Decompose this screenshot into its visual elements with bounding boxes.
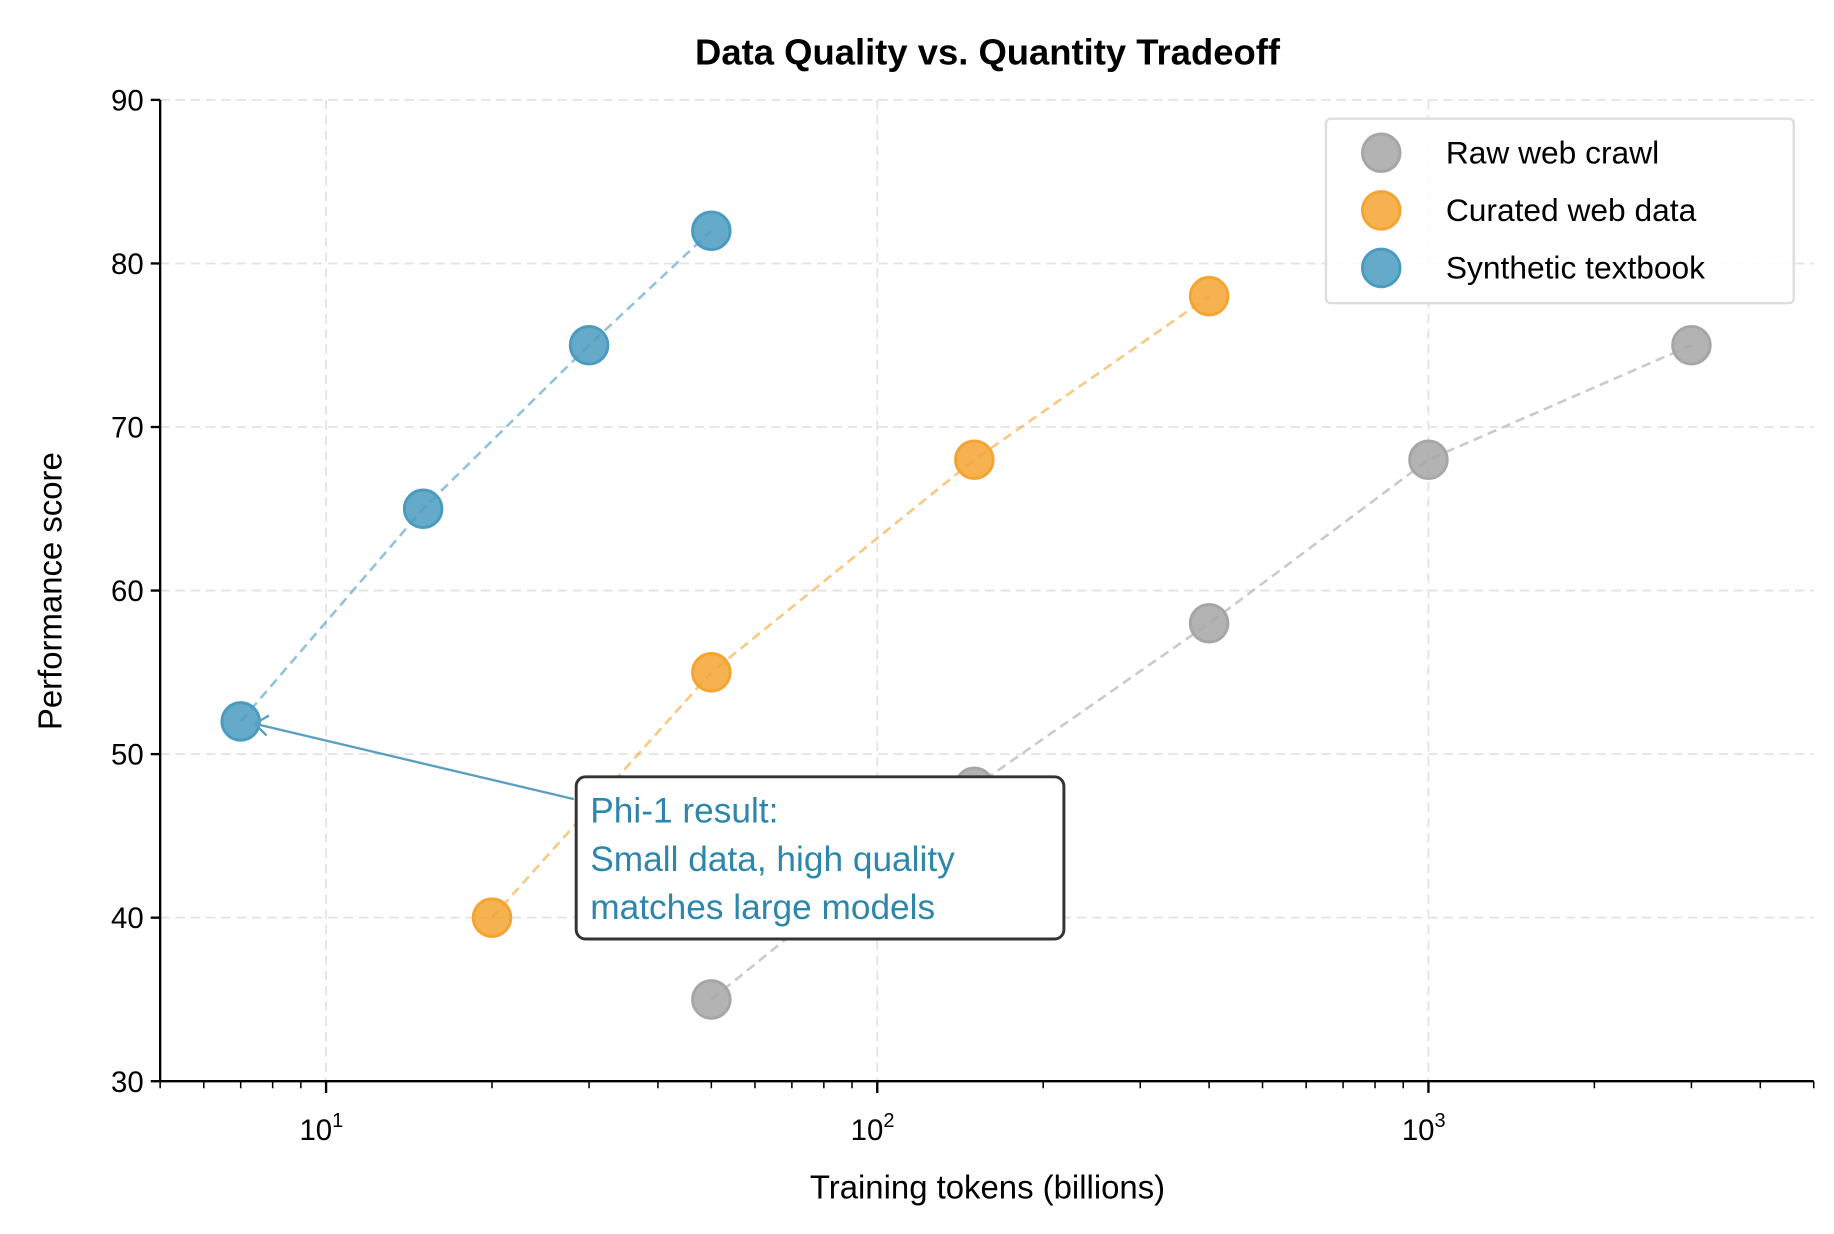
data-point-2-1	[402, 488, 444, 530]
x-tick-label: 101	[299, 1110, 343, 1147]
x-tick-base: 10	[299, 1114, 332, 1147]
chart-title: Data Quality vs. Quantity Tradeoff	[695, 32, 1281, 73]
data-point-2-3	[691, 210, 732, 252]
x-tick-exponent: 3	[1435, 1110, 1446, 1132]
annotation-arrow	[254, 722, 575, 801]
legend-marker-1	[1360, 190, 1402, 231]
y-axis-label: Performance score	[31, 452, 68, 730]
y-tick-labels: 30 40 50 60 70 80 90	[111, 84, 144, 1098]
y-tick-label: 70	[111, 412, 144, 445]
y-tick-label: 40	[111, 902, 144, 935]
grid	[160, 99, 1814, 1082]
data-point-1-1	[691, 652, 732, 693]
x-tick-base: 10	[851, 1114, 884, 1147]
data-point-1-0	[471, 897, 513, 938]
y-tick-label: 90	[111, 84, 144, 117]
annotation: Phi-1 result: Small data, high quality m…	[252, 714, 1066, 941]
series-line-1	[491, 295, 1210, 919]
annotation-arrowhead	[252, 714, 270, 737]
x-axis-label: Training tokens (billions)	[810, 1169, 1165, 1206]
x-tick-exponent: 1	[332, 1110, 343, 1132]
legend-label-2: Synthetic textbook	[1446, 250, 1705, 286]
y-tick-label: 50	[111, 739, 144, 772]
x-tick-exponent: 2	[883, 1110, 894, 1132]
x-tick-label: 102	[851, 1110, 895, 1147]
legend-label-0: Raw web crawl	[1446, 134, 1659, 170]
legend-marker-2	[1360, 247, 1402, 289]
x-tick-labels: 101 102 103	[299, 1110, 1445, 1147]
annotation-line-3: matches large models	[590, 888, 935, 927]
x-tick-label: 103	[1402, 1110, 1446, 1147]
x-tick-base: 10	[1402, 1114, 1435, 1147]
legend-box	[1324, 117, 1795, 305]
axes	[150, 98, 1815, 1093]
legend-label-1: Curated web data	[1446, 192, 1697, 228]
y-tick-label: 80	[111, 248, 144, 281]
data-point-0-4	[1671, 324, 1712, 366]
legend-marker-0	[1360, 132, 1402, 174]
data-point-0-0	[691, 979, 732, 1020]
annotation-line-2: Small data, high quality	[590, 840, 955, 879]
series-line-2	[239, 229, 713, 723]
y-tick-label: 30	[111, 1066, 144, 1099]
series-line-0	[710, 344, 1692, 1001]
data-point-1-3	[1188, 275, 1230, 317]
annotation-line-1: Phi-1 result:	[590, 792, 778, 831]
data-point-0-3	[1408, 439, 1449, 480]
data-point-2-0	[220, 701, 261, 742]
legend: Raw web crawl Curated web data Synthetic t…	[1324, 117, 1795, 305]
y-tick-label: 60	[111, 575, 144, 608]
data-point-2-2	[568, 324, 610, 366]
data-point-1-2	[954, 439, 995, 480]
annotation-box	[574, 775, 1066, 941]
series-lines	[239, 229, 1692, 1001]
data-point-0-2	[1188, 602, 1230, 644]
